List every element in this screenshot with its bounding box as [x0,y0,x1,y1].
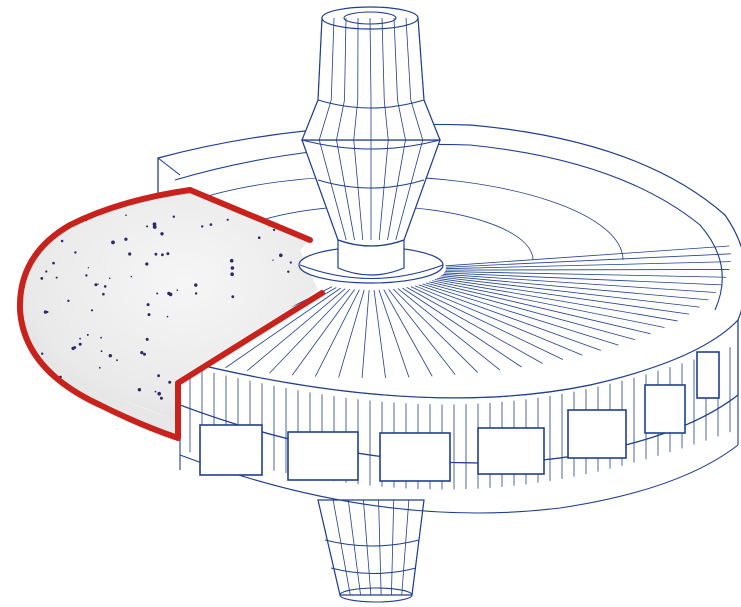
rim-window [199,424,263,476]
rim-window [379,432,451,482]
rim-window [287,431,359,481]
filter-membrane [16,187,325,441]
rim-window [477,427,545,475]
inlet-cone [298,6,444,284]
rim-window [644,384,686,434]
housing-rim [179,300,739,514]
particle-dots [40,214,292,400]
rim-window [696,351,720,399]
outlet-tube [317,499,425,603]
rim-window [567,409,627,459]
